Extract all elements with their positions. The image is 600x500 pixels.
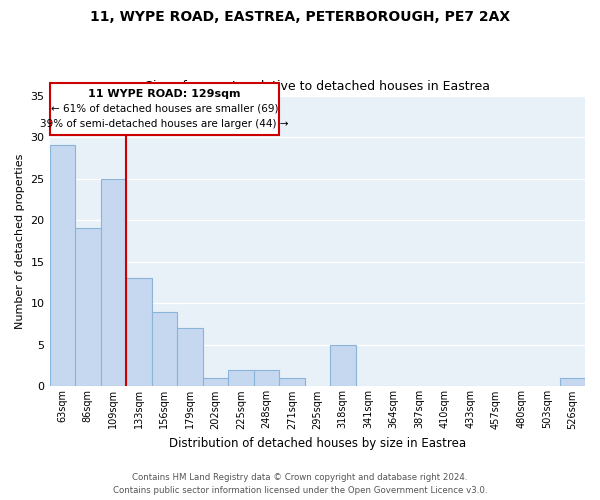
Bar	[152, 312, 177, 386]
Text: 39% of semi-detached houses are larger (44) →: 39% of semi-detached houses are larger (…	[40, 119, 289, 129]
Bar	[126, 278, 152, 386]
Bar	[50, 83, 279, 136]
Bar	[75, 228, 101, 386]
Text: 11, WYPE ROAD, EASTREA, PETERBOROUGH, PE7 2AX: 11, WYPE ROAD, EASTREA, PETERBOROUGH, PE…	[90, 10, 510, 24]
Text: ← 61% of detached houses are smaller (69): ← 61% of detached houses are smaller (69…	[50, 104, 278, 114]
Bar	[177, 328, 203, 386]
Bar	[560, 378, 585, 386]
Text: Contains HM Land Registry data © Crown copyright and database right 2024.
Contai: Contains HM Land Registry data © Crown c…	[113, 473, 487, 495]
Bar	[254, 370, 279, 386]
Y-axis label: Number of detached properties: Number of detached properties	[15, 154, 25, 328]
Bar	[50, 146, 75, 386]
Title: Size of property relative to detached houses in Eastrea: Size of property relative to detached ho…	[145, 80, 490, 93]
Bar	[279, 378, 305, 386]
Text: 11 WYPE ROAD: 129sqm: 11 WYPE ROAD: 129sqm	[88, 89, 241, 99]
X-axis label: Distribution of detached houses by size in Eastrea: Distribution of detached houses by size …	[169, 437, 466, 450]
Bar	[101, 178, 126, 386]
Bar	[330, 345, 356, 387]
Bar	[203, 378, 228, 386]
Bar	[228, 370, 254, 386]
